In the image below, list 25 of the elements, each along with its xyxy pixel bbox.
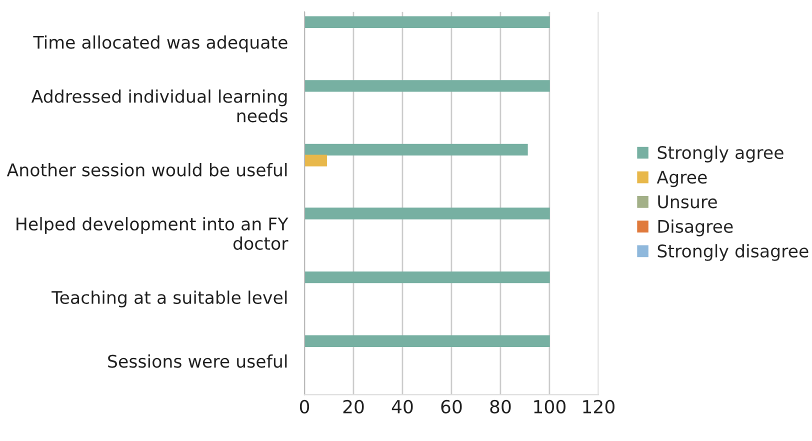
x-tick-label: 60 xyxy=(441,400,462,414)
bar xyxy=(304,208,550,220)
y-tick-label: Another session would be useful xyxy=(6,163,287,176)
x-tick-label: 20 xyxy=(343,400,364,414)
y-tick-label: Time allocated was adequate xyxy=(33,35,288,52)
bar xyxy=(304,335,550,347)
bar xyxy=(304,16,550,28)
legend-label: Strongly agree xyxy=(658,146,784,162)
x-tick-label: 100 xyxy=(534,400,566,414)
x-tick-label: 120 xyxy=(583,400,614,414)
x-tick-label: 0 xyxy=(300,400,310,414)
legend-label: Disagree xyxy=(658,220,733,236)
legend-label: Agree xyxy=(656,170,707,188)
bar xyxy=(304,271,550,284)
y-tick-label: Sessions were useful xyxy=(108,354,287,368)
y-tick-label: Addressed individual learning needs xyxy=(31,89,288,122)
x-tick-label: 80 xyxy=(490,400,511,414)
bar xyxy=(304,144,528,156)
bar xyxy=(304,154,327,166)
x-tick-label: 40 xyxy=(392,400,413,414)
legend-label: Strongly disagree xyxy=(658,244,808,261)
legend-label: Unsure xyxy=(658,195,717,208)
y-tick-label: Teaching at a suitable level xyxy=(52,290,287,308)
bar xyxy=(304,80,550,92)
y-tick-label: Helped development into an FY doctor xyxy=(16,217,288,250)
